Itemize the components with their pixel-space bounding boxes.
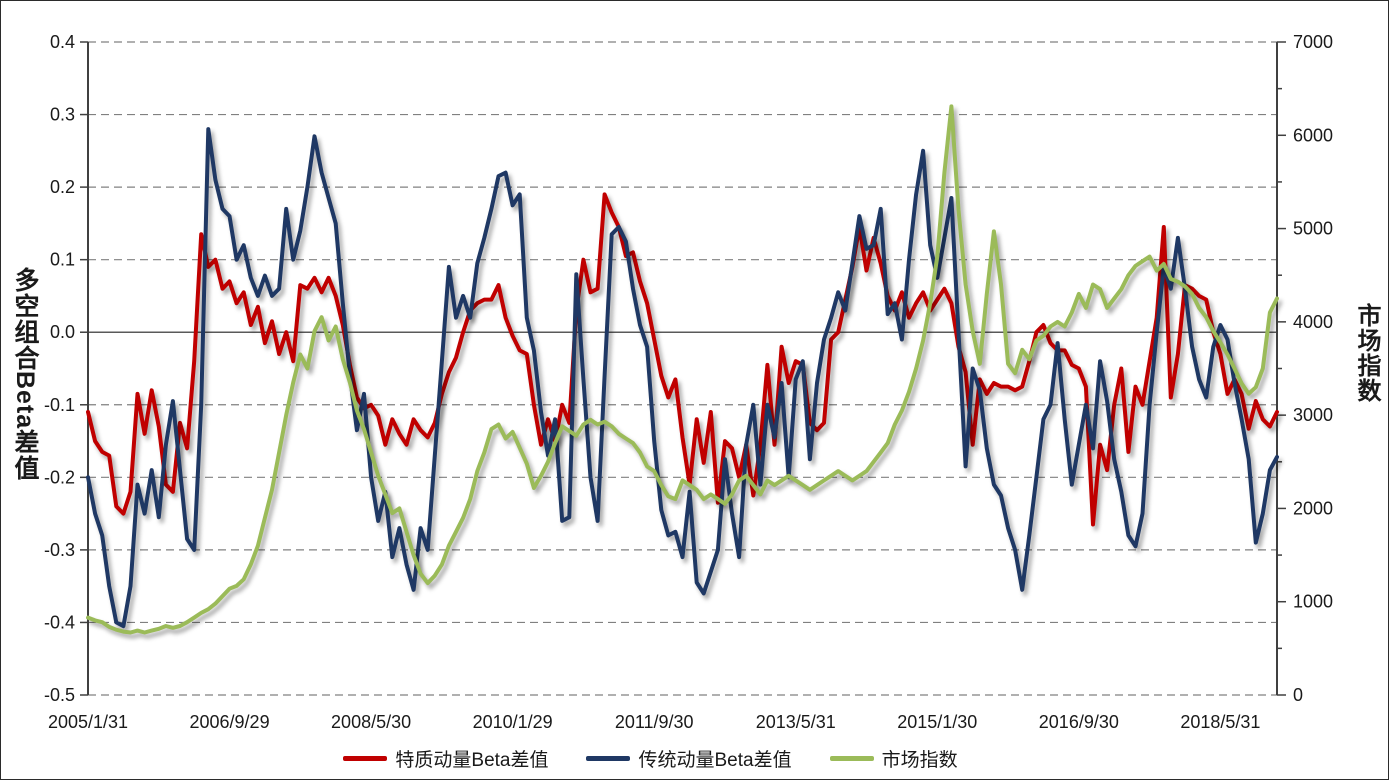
right-axis-tick-label: 6000 — [1293, 125, 1333, 145]
x-axis-tick-label: 2013/5/31 — [756, 712, 836, 732]
red-line-swatch-icon — [343, 756, 388, 761]
axes — [80, 41, 1286, 696]
legend-label: 市场指数 — [881, 750, 958, 771]
left-axis-tick-label: -0.1 — [44, 395, 75, 415]
x-axis-tick-label: 2016/9/30 — [1039, 712, 1119, 732]
series-line-市场指数 — [86, 104, 1279, 635]
legend-item-market-index: 市场指数 — [829, 745, 958, 772]
right-axis-tick-label: 7000 — [1293, 32, 1333, 52]
navy-line-swatch-icon — [586, 756, 631, 761]
left-axis-tick-label: -0.5 — [44, 685, 75, 705]
axis-labels: 0.4 0.3 0.2 0.1 0.0 -0.1 -0.2 -0.3 -0.4 -0.5 7000 6… — [44, 32, 1333, 732]
series-line-特质动量Beta差值 — [86, 192, 1279, 527]
left-axis-tick-label: 0.4 — [50, 32, 75, 52]
left-axis-tick-label: 0.1 — [50, 250, 75, 270]
legend-label: 传统动量Beta差值 — [638, 750, 792, 771]
x-axis-tick-label: 2006/9/29 — [190, 712, 270, 732]
x-axis-tick-label: 2011/9/30 — [615, 712, 694, 732]
right-axis-title: 市场指数 — [1353, 303, 1380, 403]
left-axis-tick-label: -0.4 — [44, 612, 75, 632]
x-axis-tick-label: 2015/1/30 — [897, 712, 977, 732]
series-lines — [86, 104, 1279, 635]
legend-label: 特质动量Beta差值 — [395, 750, 549, 771]
left-axis-title: 多空组合Beta差值 — [11, 267, 39, 482]
right-axis-tick-label: 2000 — [1293, 498, 1333, 518]
right-axis-tick-label: 5000 — [1293, 219, 1333, 239]
legend-item-idiosyncratic-momentum: 特质动量Beta差值 — [343, 745, 548, 772]
right-axis-tick-label: 0 — [1293, 685, 1303, 705]
green-line-swatch-icon — [829, 756, 874, 761]
gridlines — [88, 41, 1277, 696]
left-axis-tick-label: -0.3 — [44, 540, 75, 560]
left-axis-tick-label: 0.0 — [50, 322, 75, 342]
right-axis-tick-label: 1000 — [1293, 592, 1333, 612]
legend-item-traditional-momentum: 传统动量Beta差值 — [586, 745, 792, 772]
x-axis-tick-label: 2010/1/29 — [473, 712, 553, 732]
left-axis-tick-label: 0.2 — [50, 177, 75, 197]
right-axis-tick-label: 3000 — [1293, 405, 1333, 425]
left-axis-tick-label: -0.2 — [44, 467, 75, 487]
right-axis-tick-label: 4000 — [1293, 312, 1333, 332]
x-axis-tick-label: 2008/5/30 — [331, 712, 411, 732]
series-line-传统动量Beta差值 — [86, 127, 1279, 629]
x-axis-tick-label: 2018/5/31 — [1180, 712, 1260, 732]
x-axis-tick-label: 2005/1/31 — [48, 712, 128, 732]
legend: 特质动量Beta差值 传统动量Beta差值 市场指数 — [1, 745, 1388, 772]
left-axis-tick-label: 0.3 — [50, 105, 75, 125]
